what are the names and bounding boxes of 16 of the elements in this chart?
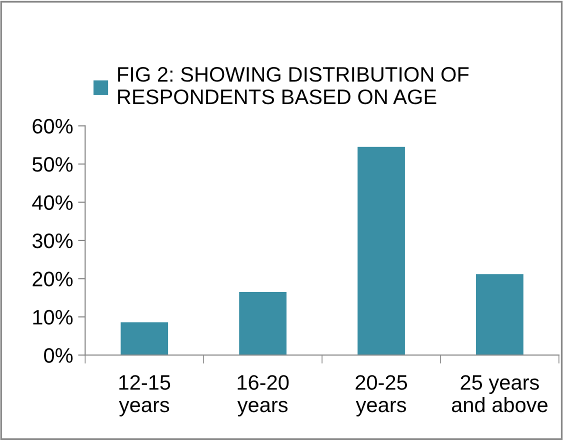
x-tick-label: 12-15 years — [118, 375, 170, 416]
x-tick-label: 16-20 years — [237, 375, 289, 416]
x-tick-label: 25 years and above — [452, 375, 548, 412]
bar — [358, 146, 405, 356]
y-tick-label: 60% — [32, 118, 73, 134]
bar — [120, 322, 168, 356]
bar — [239, 292, 287, 356]
x-tick-label: 20-25 years — [356, 375, 408, 416]
y-tick-label: 0% — [44, 348, 73, 363]
y-tick-label: 10% — [33, 310, 73, 325]
legend-label: FIG 2: SHOWING DISTRIBUTION OF RESPONDENTS BASED ON AGE — [118, 67, 469, 104]
y-tick-label: 20% — [32, 272, 73, 286]
y-tick-label: 50% — [32, 157, 73, 172]
y-tick-label: 40% — [32, 195, 73, 210]
bar — [476, 274, 524, 356]
y-tick-label: 30% — [32, 233, 73, 248]
